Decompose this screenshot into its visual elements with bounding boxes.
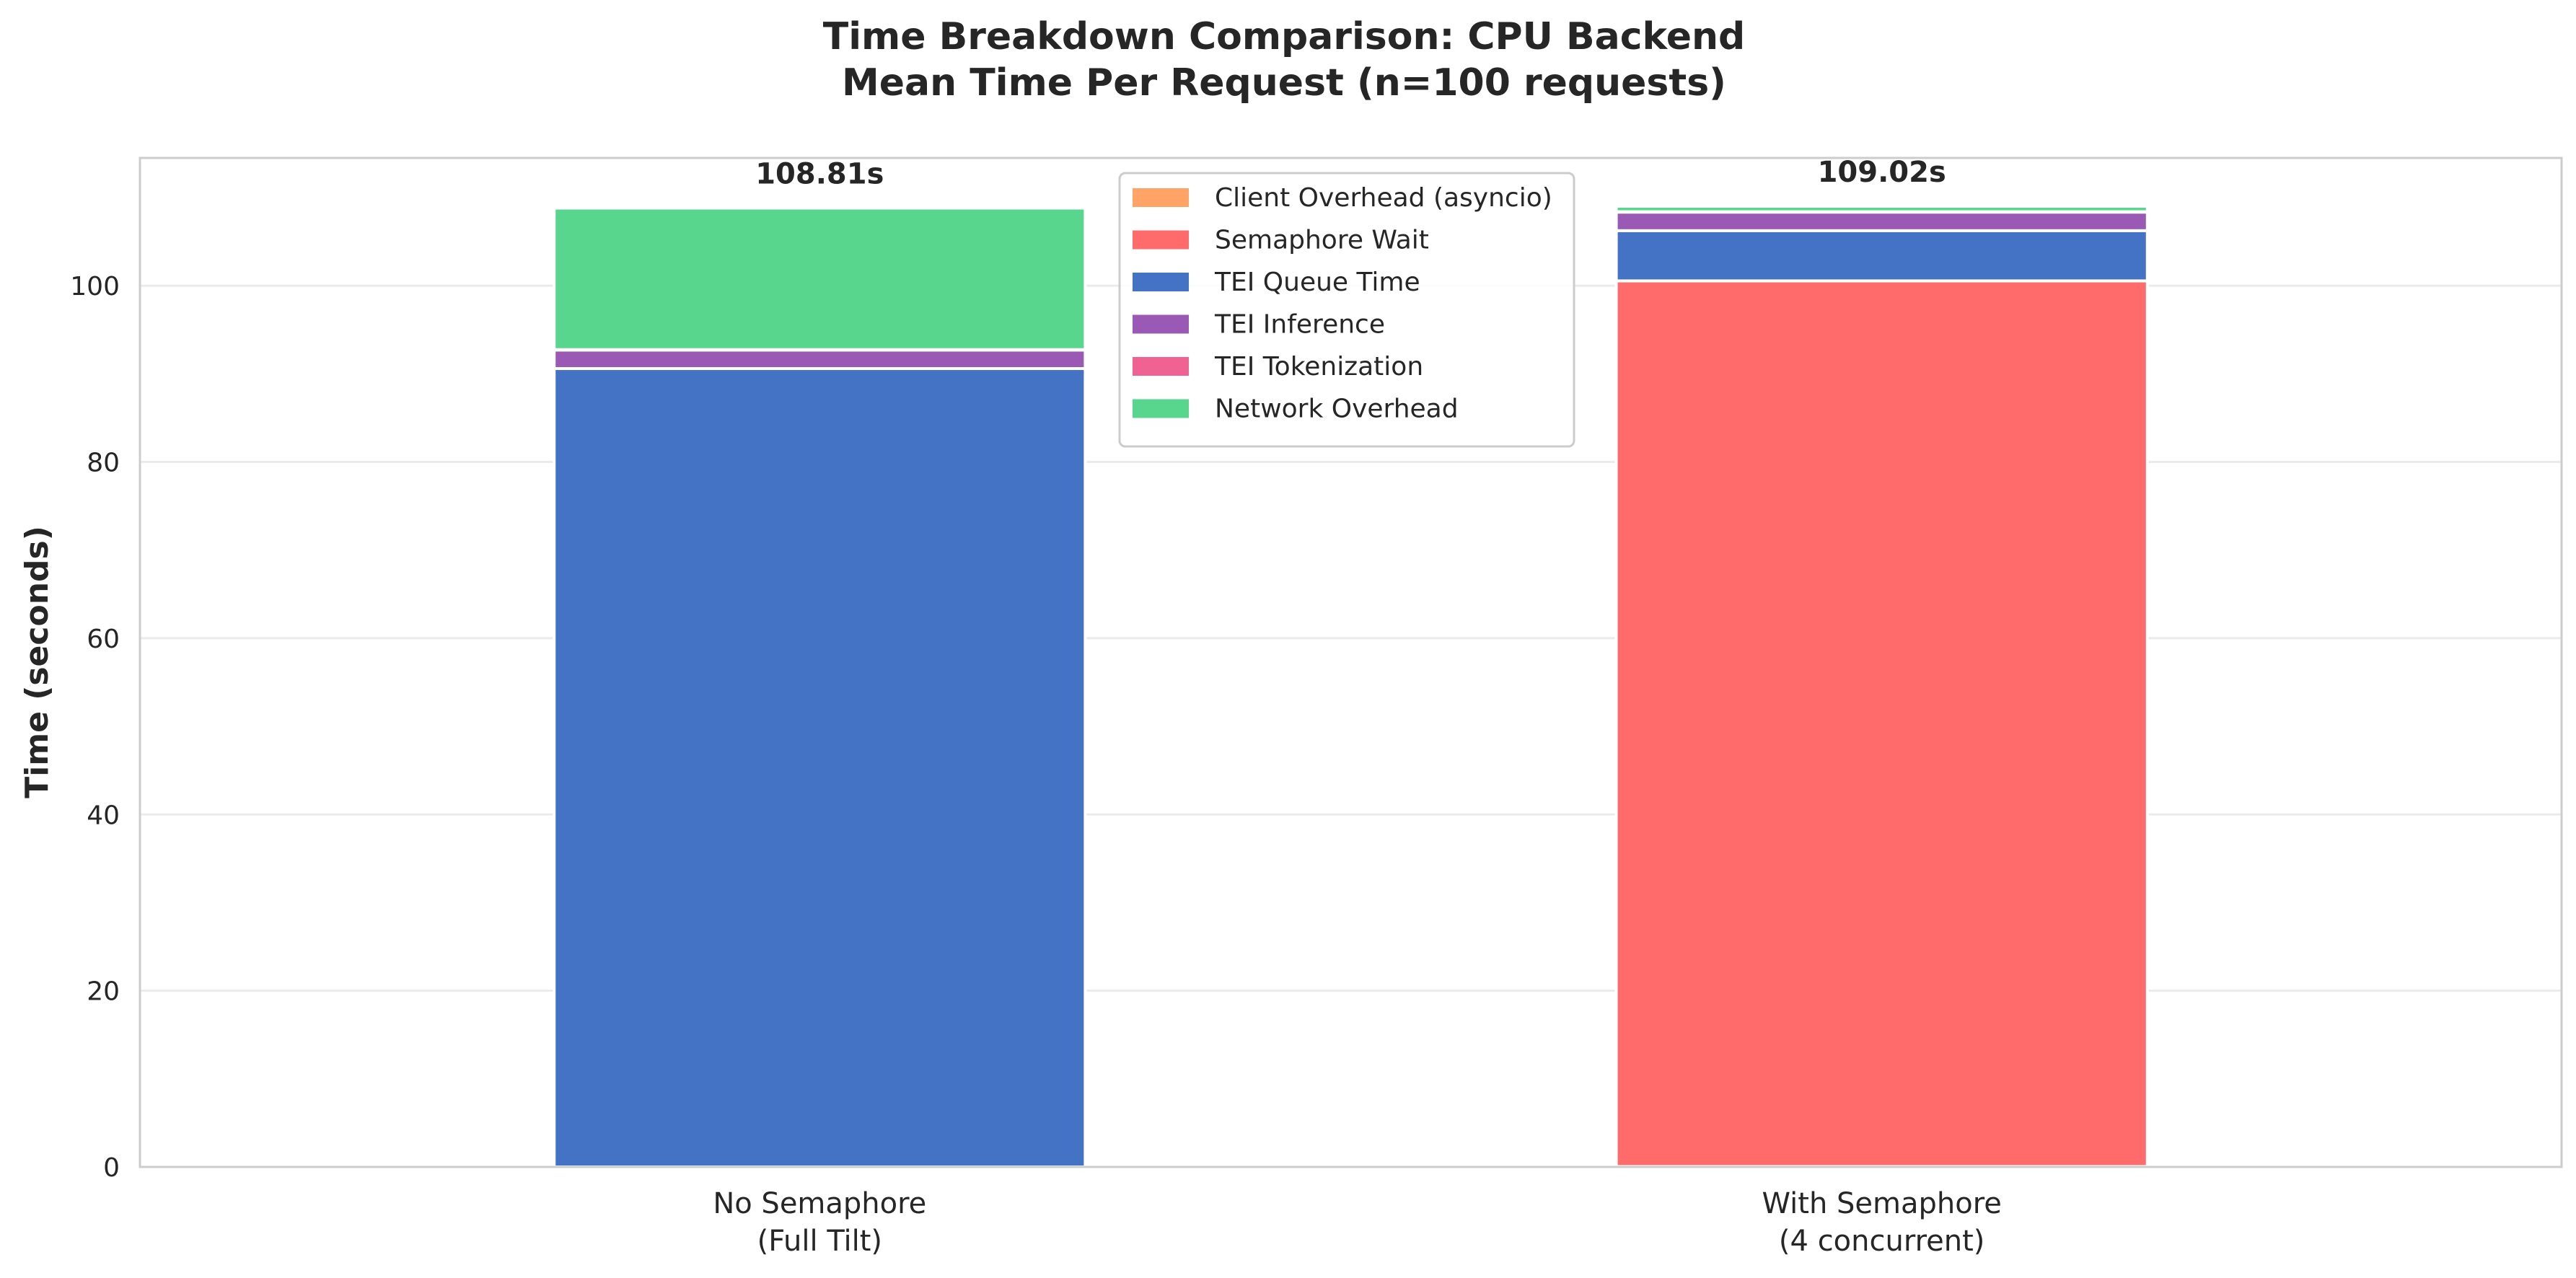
legend-swatch bbox=[1133, 230, 1189, 250]
bar-segment-semaphore-wait bbox=[1614, 279, 2149, 1168]
bar-segment-tei-inference bbox=[553, 348, 1087, 371]
y-tick-label: 100 bbox=[70, 272, 120, 301]
x-category-label: With Semaphore bbox=[1762, 1187, 2001, 1220]
bar-segment-tei-queue-time bbox=[553, 367, 1087, 1169]
legend-entry-label: TEI Queue Time bbox=[1214, 268, 1420, 297]
y-tick-label: 20 bbox=[87, 977, 120, 1007]
bar-segment-tei-inference bbox=[1614, 211, 2149, 232]
x-category-label: (4 concurrent) bbox=[1779, 1225, 1985, 1258]
legend-swatch bbox=[1133, 188, 1189, 207]
total-label: 108.81s bbox=[755, 158, 884, 191]
y-tick-label: 60 bbox=[87, 625, 120, 654]
legend-entry-label: TEI Inference bbox=[1214, 310, 1385, 340]
legend-entry-label: Network Overhead bbox=[1215, 395, 1459, 424]
legend-entry-label: Semaphore Wait bbox=[1215, 226, 1429, 255]
bar-segments bbox=[553, 204, 2149, 1169]
legend-swatch bbox=[1133, 314, 1189, 334]
x-axis-categories: No Semaphore (Full Tilt) With Semaphore (4 … bbox=[713, 1187, 2002, 1258]
x-category-label: No Semaphore bbox=[713, 1187, 926, 1220]
y-tick-label: 0 bbox=[103, 1153, 120, 1183]
y-axis-label: Time (seconds) bbox=[19, 526, 56, 798]
x-category-label: (Full Tilt) bbox=[757, 1225, 882, 1258]
bar-segment-tei-queue-time bbox=[1614, 229, 2149, 283]
legend-swatch bbox=[1133, 357, 1189, 376]
chart-title-line-2: Mean Time Per Request (n=100 requests) bbox=[842, 61, 1726, 105]
plot-frame bbox=[139, 157, 2563, 1168]
legend-entry-label: Client Overhead (asyncio) bbox=[1215, 183, 1552, 213]
y-tick-label: 40 bbox=[87, 801, 120, 830]
legend-entry-label: TEI Tokenization bbox=[1214, 352, 1423, 382]
bar-segment-network-overhead bbox=[1614, 204, 2149, 213]
legend[interactable]: Client Overhead (asyncio) Semaphore Wait T… bbox=[1118, 172, 1575, 448]
total-label: 109.02s bbox=[1818, 156, 1946, 189]
chart-title-line-1: Time Breakdown Comparison: CPU Backend bbox=[823, 15, 1745, 58]
legend-box bbox=[1118, 172, 1575, 448]
total-labels: 108.81s 109.02s bbox=[755, 156, 1946, 191]
legend-swatch bbox=[1133, 273, 1189, 291]
y-axis-ticks: 0 20 40 60 80 100 bbox=[70, 272, 120, 1183]
y-tick-label: 80 bbox=[87, 449, 120, 478]
legend-swatch bbox=[1133, 399, 1189, 418]
bar-segment-network-overhead bbox=[553, 206, 1087, 351]
